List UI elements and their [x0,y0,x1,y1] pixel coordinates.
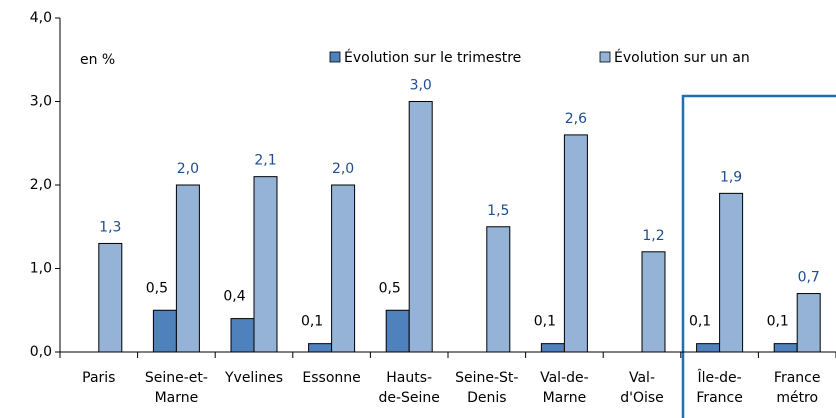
value-label: 0,5 [146,280,168,296]
bar [486,226,511,353]
y-tick-label: 4,0 [30,10,52,26]
value-label: 1,9 [720,169,742,185]
value-label: 0,1 [301,314,323,330]
legend-swatch [329,51,341,63]
y-tick-label: 1,0 [30,261,52,277]
y-tick-label: 0,0 [30,344,52,360]
x-tick-label: Val-de- [540,370,589,386]
x-tick-label: Yvelines [224,370,283,386]
x-tick-label: Paris [82,370,115,386]
highlight-frame [681,94,836,418]
bar [152,309,177,353]
value-label: 0,7 [798,270,820,286]
value-label: 0,1 [534,314,556,330]
value-label: 2,1 [254,153,276,169]
bar [563,134,588,353]
x-tick-label: Seine-St- [455,370,518,386]
bar [308,343,333,353]
x-tick-label: Seine-et- [145,370,208,386]
bar [696,343,721,353]
value-label: 3,0 [410,78,432,94]
annotation: en % [80,52,115,68]
value-label: 0,4 [223,289,245,305]
value-label: 2,6 [565,111,587,127]
x-tick-label: France [696,390,743,406]
value-label: 2,0 [177,161,199,177]
x-tick-label: Hauts- [386,370,432,386]
bar [773,343,798,353]
value-label: 0,1 [767,314,789,330]
value-label: 1,3 [99,219,121,235]
x-tick-label: de-Seine [378,390,439,406]
x-tick-label: Marne [155,390,199,406]
value-label: 2,0 [332,161,354,177]
value-label: 1,5 [487,203,509,219]
bar [230,318,255,353]
bar [641,251,666,353]
bar [331,184,356,353]
bar [408,101,433,353]
bar [385,309,410,353]
bar [175,184,200,353]
legend-swatch [599,51,611,63]
x-tick-label: France [774,370,821,386]
bar [719,192,744,353]
value-label: 1,2 [642,228,664,244]
value-label: 0,5 [379,280,401,296]
x-tick-label: Val- [629,370,655,386]
x-tick-label: Denis [467,390,506,406]
bar [796,293,821,353]
bar [540,343,565,353]
y-tick-label: 2,0 [30,177,52,193]
value-label: 0,1 [689,314,711,330]
y-tick-label: 3,0 [30,94,52,110]
x-tick-label: métro [776,390,818,406]
x-tick-label: Île-de- [696,368,741,386]
bar [253,176,278,353]
x-tick-label: Marne [543,390,587,406]
bar [98,242,123,353]
legend-label: Évolution sur un an [614,49,750,66]
legend-label: Évolution sur le trimestre [344,49,521,66]
x-tick-label: Essonne [302,370,360,386]
x-tick-label: d'Oise [620,390,664,406]
